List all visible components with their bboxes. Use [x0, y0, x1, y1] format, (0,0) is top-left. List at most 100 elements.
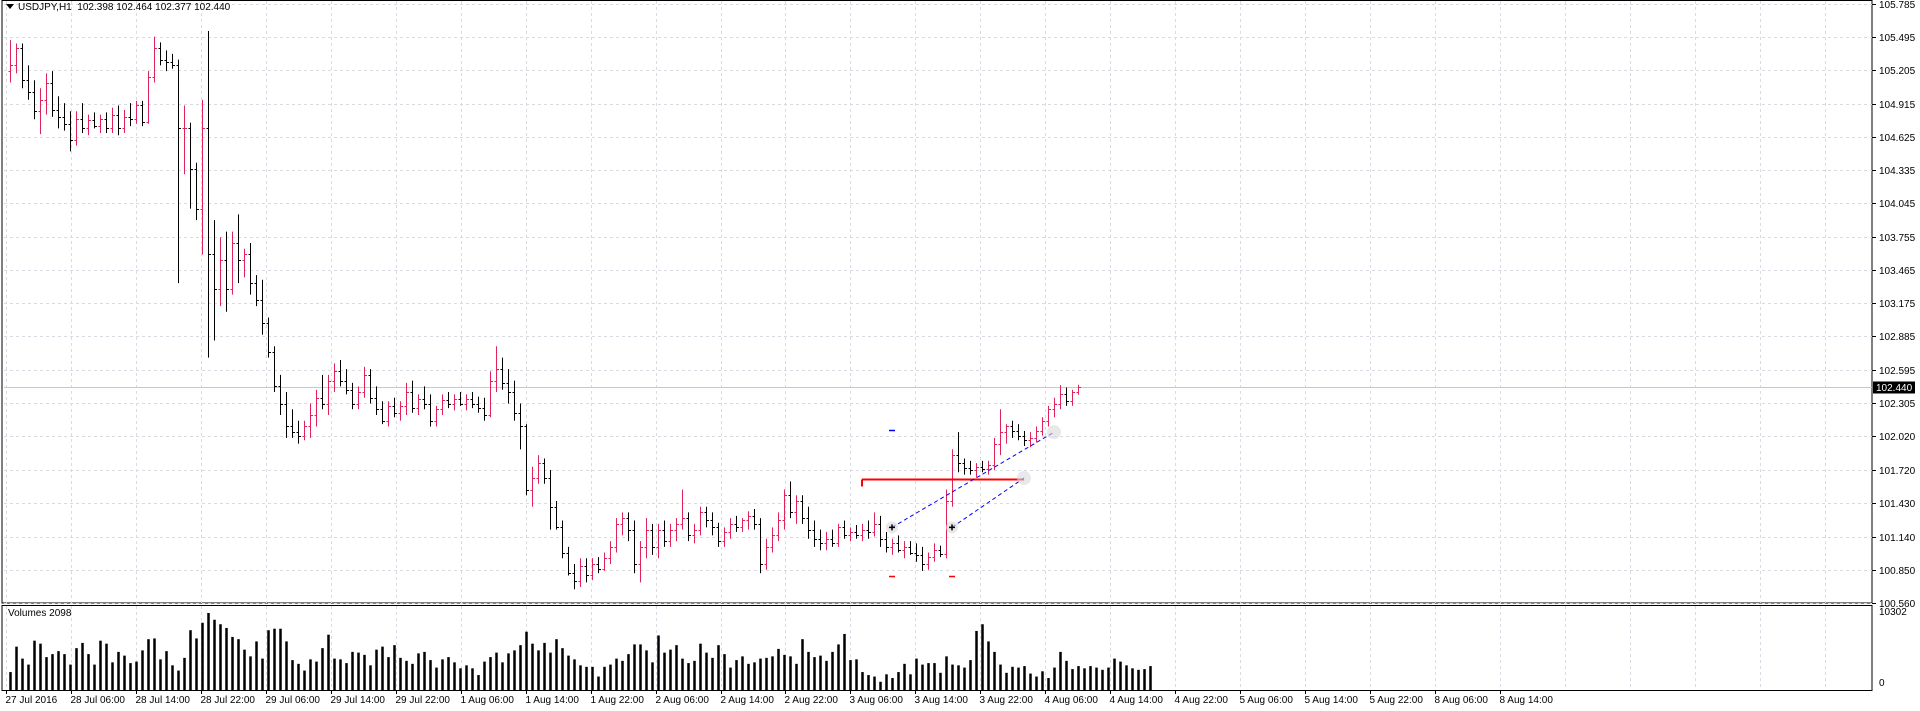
time-tick-label: 8 Aug 14:00 — [1500, 695, 1554, 706]
ohlc-bar — [698, 506, 703, 536]
ohlc-bar — [620, 512, 625, 536]
ohlc-bar — [452, 394, 457, 411]
price-tick-label: 104.625 — [1879, 133, 1916, 144]
ohlc-bar — [992, 437, 997, 471]
ohlc-bar — [332, 363, 337, 393]
ohlc-bar — [1010, 420, 1015, 438]
chart-drawings[interactable] — [861, 425, 1061, 578]
ohlc-bar — [980, 460, 985, 473]
ohlc-bar — [182, 105, 187, 175]
price-tick-label: 104.915 — [1879, 100, 1916, 111]
ohlc-bar — [128, 103, 133, 127]
axes: 105.785 105.495 105.205 104.915 104.625 104.3… — [6, 0, 1916, 706]
price-tick-label: 105.495 — [1879, 33, 1916, 44]
ohlc-bar — [230, 231, 235, 295]
ohlc-bar — [536, 455, 541, 484]
ohlc-bar — [812, 520, 817, 547]
ohlc-bar — [674, 518, 679, 542]
candlesticks — [8, 30, 1081, 590]
ohlc-bar — [782, 489, 787, 530]
ohlc-bar — [932, 543, 937, 562]
ohlc-bar — [302, 420, 307, 441]
ohlc-bar — [608, 541, 613, 565]
ohlc-bar — [482, 397, 487, 421]
current-price-label: 102.440 — [1876, 383, 1913, 394]
ohlc-bar — [1022, 431, 1027, 446]
price-tick-label: 100.560 — [1879, 599, 1916, 610]
ohlc-bar — [560, 520, 565, 559]
ohlc-bar — [650, 523, 655, 555]
ohlc-bar — [338, 359, 343, 387]
ohlc-bar — [740, 518, 745, 532]
ohlc-bar — [20, 43, 25, 89]
price-tick-label: 105.785 — [1879, 0, 1916, 11]
ohlc-bar — [968, 460, 973, 475]
ohlc-bar — [236, 214, 241, 284]
ohlc-bar — [146, 71, 151, 124]
ohlc-bar — [122, 110, 127, 133]
ohlc-bar — [116, 105, 121, 136]
ohlc-bar — [926, 552, 931, 570]
ohlc-bar — [914, 543, 919, 562]
ohlc-bar — [722, 527, 727, 547]
ohlc-bar — [1052, 397, 1057, 418]
ohlc-bar — [590, 558, 595, 581]
ohlc-bar — [380, 401, 385, 425]
ohlc-bar — [350, 382, 355, 410]
ohlc-values: 102.398 102.464 102.377 102.440 — [77, 2, 231, 13]
ohlc-bar — [386, 401, 391, 427]
ohlc-bar — [176, 59, 181, 284]
ohlc-bar — [866, 520, 871, 539]
price-tick-label: 104.045 — [1879, 199, 1916, 210]
ohlc-bar — [542, 458, 547, 484]
ohlc-bar — [668, 523, 673, 547]
time-tick-label: 2 Aug 06:00 — [656, 695, 710, 706]
anchor-cross-icon — [889, 524, 895, 531]
ohlc-bar — [1004, 424, 1009, 444]
ohlc-bar — [290, 409, 295, 438]
ohlc-bar — [1040, 417, 1045, 436]
ohlc-bar — [704, 506, 709, 528]
ohlc-bar — [242, 248, 247, 278]
ohlc-bar — [494, 346, 499, 393]
ohlc-bar — [284, 392, 289, 438]
ohlc-bar — [458, 392, 463, 406]
volume-header: Volumes 2098 — [8, 608, 72, 619]
ohlc-bar — [998, 409, 1003, 456]
ohlc-bar — [200, 99, 205, 255]
time-tick-label: 5 Aug 14:00 — [1305, 695, 1359, 706]
ohlc-bar — [248, 243, 253, 295]
ohlc-bar — [506, 369, 511, 404]
ohlc-bar — [824, 531, 829, 551]
ohlc-bar — [512, 380, 517, 421]
time-tick-label: 1 Aug 14:00 — [526, 695, 580, 706]
ohlc-bar — [890, 538, 895, 555]
time-tick-label: 5 Aug 06:00 — [1240, 695, 1294, 706]
channel-line — [951, 477, 1025, 528]
ohlc-bar — [902, 541, 907, 559]
ohlc-bar — [524, 424, 529, 496]
ohlc-bar — [170, 53, 175, 69]
ohlc-bar — [188, 122, 193, 209]
ohlc-bar — [1046, 405, 1051, 427]
ohlc-bar — [644, 518, 649, 559]
ohlc-bar — [344, 369, 349, 395]
ohlc-bar — [14, 43, 19, 74]
ohlc-bar — [692, 523, 697, 544]
collapse-triangle-icon[interactable] — [6, 3, 14, 9]
ohlc-bar — [578, 558, 583, 587]
ohlc-bar — [950, 449, 955, 507]
ohlc-bar — [632, 520, 637, 574]
price-tick-label: 100.850 — [1879, 566, 1916, 577]
ohlc-bar — [440, 394, 445, 415]
ohlc-bar — [680, 489, 685, 530]
ohlc-bar — [602, 552, 607, 571]
price-tick-label: 102.020 — [1879, 432, 1916, 443]
ohlc-bar — [794, 495, 799, 524]
ohlc-bar — [944, 489, 949, 559]
ohlc-bar — [566, 546, 571, 576]
ohlc-bar — [266, 317, 271, 358]
ohlc-bar — [392, 397, 397, 418]
ohlc-bar — [584, 558, 589, 583]
